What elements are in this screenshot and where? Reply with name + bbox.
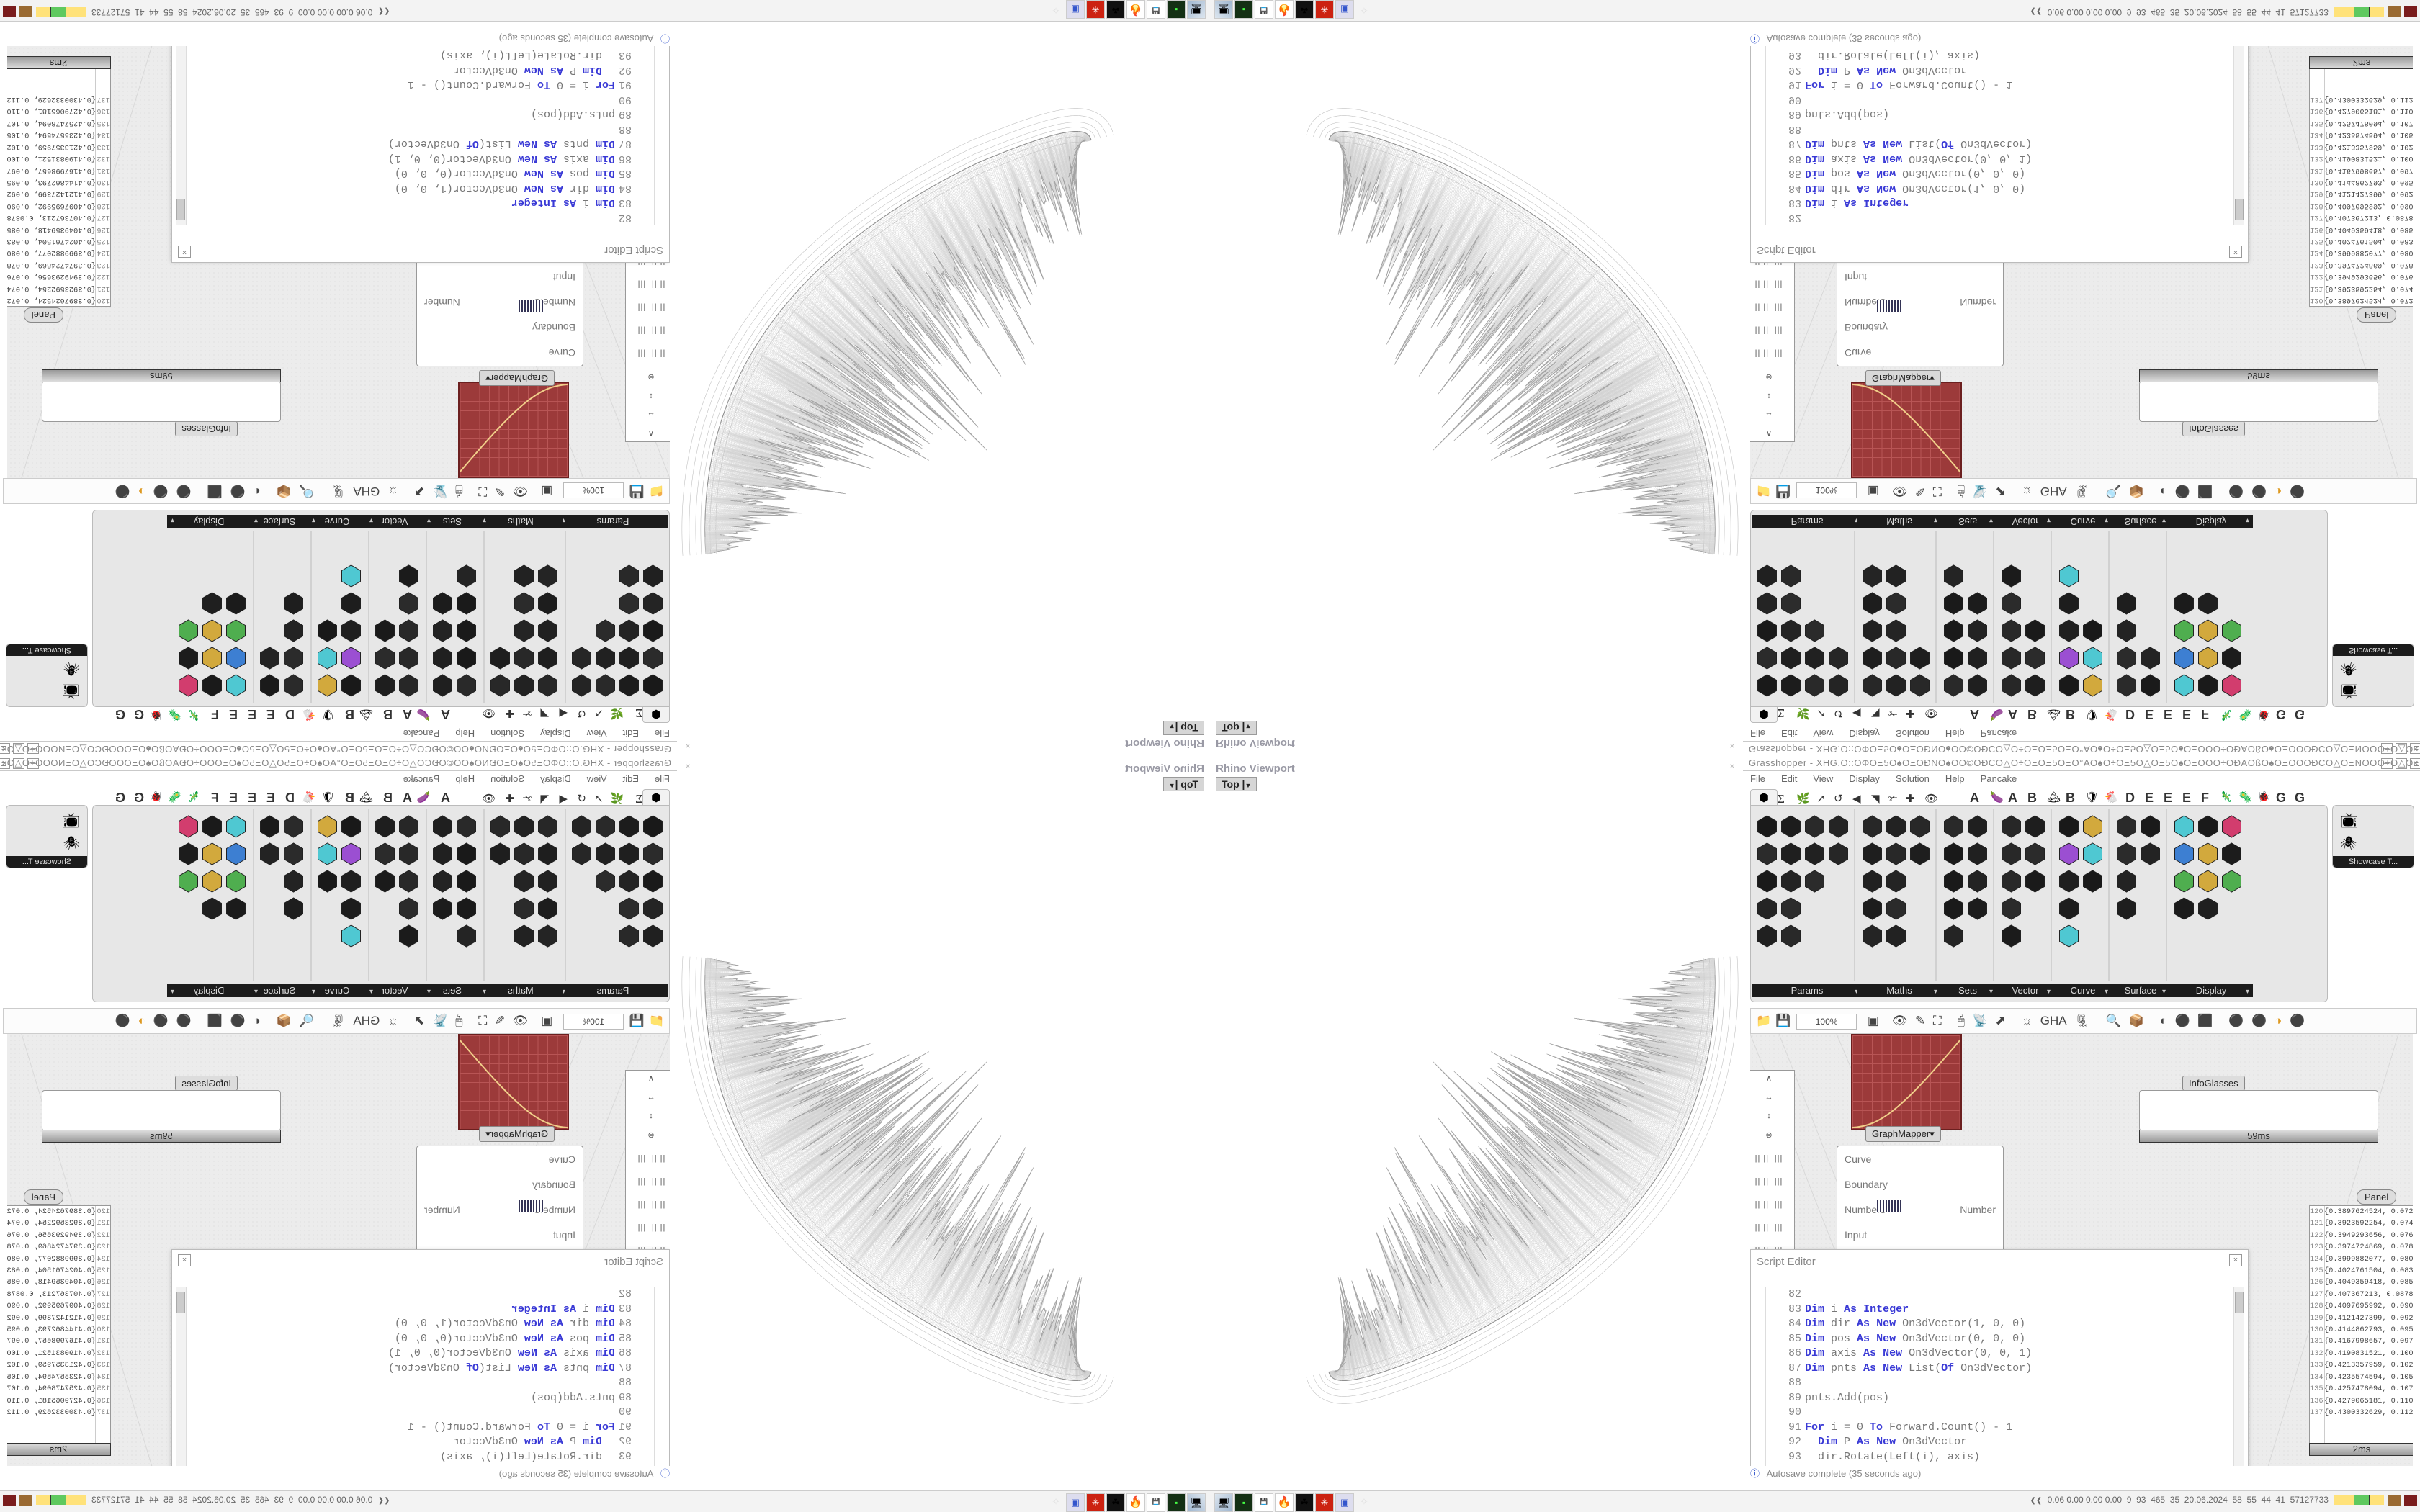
svg-text:Vector: Vector [2012, 516, 2040, 527]
svg-text:▾: ▾ [171, 988, 174, 996]
svg-text:Curve: Curve [325, 516, 350, 527]
svg-text:▾: ▾ [1989, 516, 1993, 524]
svg-text:▾: ▾ [369, 988, 373, 996]
svg-text:Vector: Vector [381, 516, 408, 527]
svg-text:Sets: Sets [442, 985, 462, 996]
svg-text:Sets: Sets [442, 516, 462, 527]
svg-text:▾: ▾ [2246, 516, 2249, 524]
svg-text:▾: ▾ [312, 516, 315, 524]
svg-text:Surface: Surface [2125, 516, 2157, 527]
svg-text:▾: ▾ [427, 988, 431, 996]
svg-text:Vector: Vector [381, 985, 408, 996]
svg-text:Curve: Curve [325, 985, 350, 996]
svg-text:Curve: Curve [2071, 985, 2096, 996]
svg-text:Maths: Maths [508, 985, 534, 996]
svg-text:▾: ▾ [427, 516, 431, 524]
svg-text:▾: ▾ [2105, 988, 2108, 996]
svg-text:Params: Params [1791, 985, 1824, 996]
svg-text:Sets: Sets [1958, 516, 1978, 527]
svg-text:Vector: Vector [2012, 985, 2040, 996]
svg-text:▾: ▾ [2047, 516, 2051, 524]
svg-text:Surface: Surface [264, 516, 296, 527]
svg-text:▾: ▾ [1934, 516, 1937, 524]
svg-text:▾: ▾ [483, 988, 486, 996]
svg-text:Surface: Surface [264, 985, 296, 996]
svg-text:Display: Display [193, 985, 224, 996]
svg-text:▾: ▾ [171, 516, 174, 524]
svg-text:▾: ▾ [1934, 988, 1937, 996]
svg-text:▾: ▾ [2246, 988, 2249, 996]
svg-text:Params: Params [1791, 516, 1824, 527]
svg-text:Maths: Maths [508, 516, 534, 527]
svg-text:Display: Display [193, 516, 224, 527]
svg-text:Surface: Surface [2125, 985, 2157, 996]
svg-text:Maths: Maths [1886, 516, 1912, 527]
svg-text:Params: Params [596, 516, 629, 527]
svg-text:Curve: Curve [2071, 516, 2096, 527]
svg-text:Sets: Sets [1958, 985, 1978, 996]
svg-text:▾: ▾ [1989, 988, 1993, 996]
svg-text:Display: Display [2196, 985, 2227, 996]
svg-text:▾: ▾ [369, 516, 373, 524]
svg-text:Display: Display [2196, 516, 2227, 527]
svg-text:▾: ▾ [2047, 988, 2051, 996]
svg-text:▾: ▾ [312, 988, 315, 996]
svg-text:▾: ▾ [2105, 516, 2108, 524]
svg-text:▾: ▾ [483, 516, 486, 524]
svg-text:▾: ▾ [2162, 516, 2166, 524]
svg-text:▾: ▾ [254, 516, 258, 524]
svg-text:▾: ▾ [254, 988, 258, 996]
svg-text:Maths: Maths [1886, 985, 1912, 996]
svg-text:▾: ▾ [2162, 988, 2166, 996]
svg-text:Params: Params [596, 985, 629, 996]
